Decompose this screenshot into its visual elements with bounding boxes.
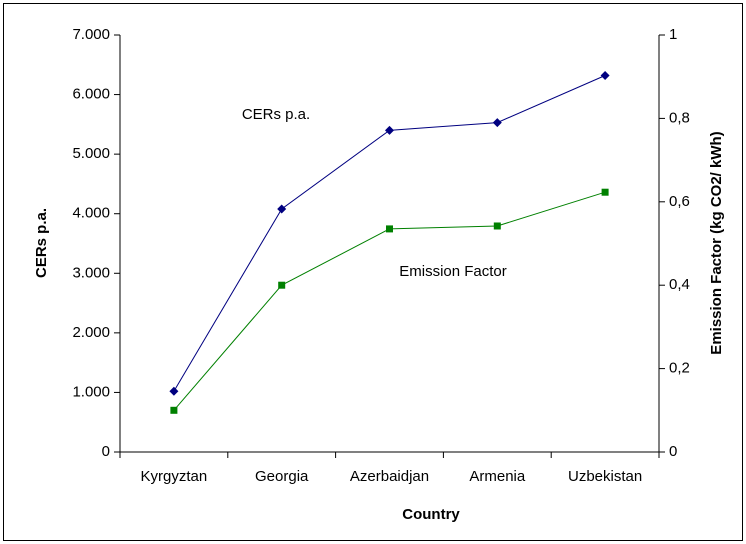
y2-tick-label: 0,8 — [669, 109, 690, 126]
y-tick-label: 4.000 — [72, 205, 110, 222]
y2-tick-label: 0,2 — [669, 360, 690, 377]
y-tick-label: 6.000 — [72, 86, 110, 103]
y2-tick-label: 0,4 — [669, 276, 690, 293]
y-tick-label: 3.000 — [72, 264, 110, 281]
marker — [493, 222, 501, 230]
marker — [492, 118, 502, 128]
y-tick-label: 1.000 — [72, 383, 110, 400]
x-tick-label: Azerbaidjan — [350, 468, 429, 485]
chart-frame — [3, 3, 743, 541]
marker — [277, 204, 287, 214]
y2-axis-title: Emission Factor (kg CO2/ kWh) — [708, 131, 725, 354]
series-annotation: Emission Factor — [399, 263, 507, 280]
marker — [601, 188, 609, 196]
x-tick-label: Georgia — [255, 468, 309, 485]
marker — [600, 71, 610, 81]
x-axis-title: Country — [402, 506, 460, 523]
series-annotation: CERs p.a. — [242, 106, 310, 123]
y2-tick-label: 1 — [669, 26, 677, 43]
y-axis-title: CERs p.a. — [33, 208, 50, 278]
x-tick-label: Armenia — [469, 468, 526, 485]
marker — [169, 386, 179, 396]
y-tick-label: 2.000 — [72, 324, 110, 341]
y2-tick-label: 0,6 — [669, 193, 690, 210]
y2-tick-label: 0 — [669, 443, 677, 460]
y-tick-label: 5.000 — [72, 145, 110, 162]
marker — [385, 125, 394, 135]
x-tick-label: Uzbekistan — [568, 468, 642, 485]
y-tick-label: 7.000 — [72, 26, 110, 43]
x-tick-label: Kyrgyztan — [141, 468, 208, 485]
y-tick-label: 0 — [102, 443, 110, 460]
marker — [170, 406, 178, 414]
marker — [386, 225, 393, 233]
marker — [278, 281, 286, 289]
